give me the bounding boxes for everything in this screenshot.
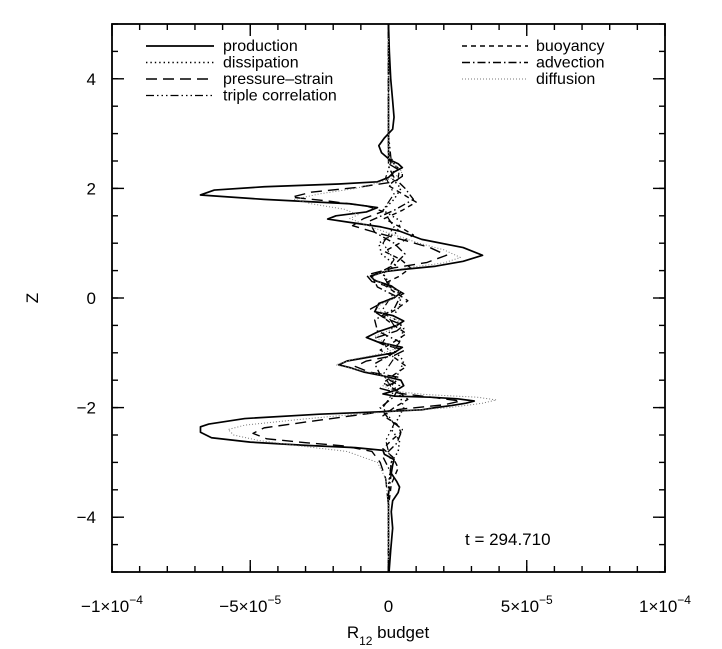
y-tick-label: 0	[87, 289, 96, 308]
series-line-pressure-strain	[252, 24, 462, 572]
legend-label: diffusion	[536, 71, 595, 88]
x-axis-title: R12 budget	[347, 623, 430, 648]
legend-label: buoyancy	[536, 38, 605, 55]
x-tick-label: 0	[384, 597, 393, 616]
y-tick-label: −4	[77, 508, 96, 527]
x-tick-label: 1×10−4	[639, 593, 691, 616]
time-annotation: t = 294.710	[465, 530, 551, 549]
legend-label: pressure–strain	[223, 71, 333, 88]
y-axis-title: Z	[23, 293, 42, 303]
x-tick-label: −1×10−4	[81, 593, 143, 616]
series-line-advection	[368, 24, 415, 572]
y-tick-label: −2	[77, 399, 96, 418]
series-line-diffusion	[227, 24, 497, 572]
y-tick-label: 2	[87, 179, 96, 198]
y-tick-label: 4	[87, 70, 96, 89]
series-line-buoyancy	[379, 24, 417, 572]
legend-label: dissipation	[223, 55, 299, 72]
legend-label: advection	[536, 55, 605, 72]
legend-label: production	[223, 38, 298, 55]
x-tick-label: 5×10−5	[501, 593, 553, 616]
x-tick-label: −5×10−5	[219, 593, 281, 616]
series-line-production	[199, 24, 484, 572]
legend-label: triple correlation	[223, 88, 337, 105]
